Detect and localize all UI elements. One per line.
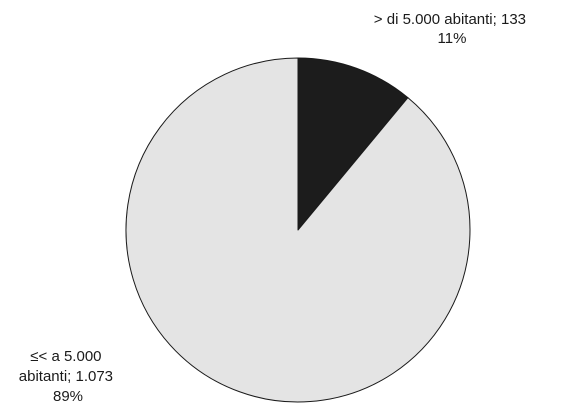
- slice-label-large-towns-line1: > di 5.000 abitanti; 133: [374, 11, 526, 28]
- slice-label-small-towns-line2: abitanti; 1.073: [19, 368, 113, 385]
- pie-slice-small-towns: [125, 57, 471, 403]
- slice-label-small-towns-percent: 89%: [53, 388, 83, 405]
- slice-label-small-towns-line1: ≤< a 5.000: [30, 348, 101, 365]
- slice-label-large-towns: > di 5.000 abitanti; 133 11%: [374, 11, 530, 47]
- slice-label-large-towns-percent: 11%: [438, 30, 467, 47]
- pie-slice-large-towns: [297, 57, 409, 231]
- slice-label-small-towns: ≤< a 5.000 abitanti; 1.073 89%: [19, 348, 117, 405]
- pie-slices: [125, 57, 471, 403]
